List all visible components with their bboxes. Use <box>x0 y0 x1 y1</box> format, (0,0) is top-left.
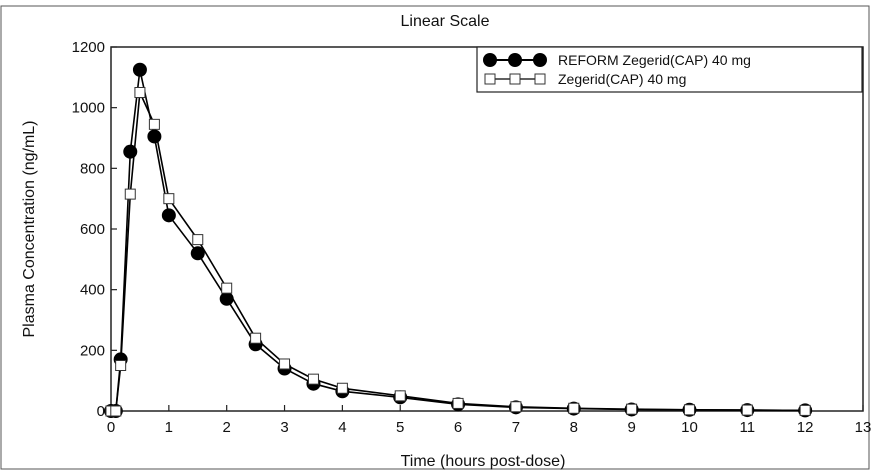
data-point <box>568 402 580 414</box>
data-point <box>452 397 464 409</box>
y-axis: 0 200 400 600 800 1000 1200 <box>72 39 117 420</box>
x-tick-label: 10 <box>681 419 698 436</box>
data-point <box>192 234 204 246</box>
x-tick-label: 2 <box>223 419 231 436</box>
data-point <box>307 373 319 385</box>
legend-marker <box>509 73 521 85</box>
data-point <box>163 193 175 205</box>
data-point <box>279 358 291 370</box>
data-point <box>394 390 406 402</box>
legend-marker <box>508 53 522 67</box>
x-tick-label: 11 <box>740 419 756 436</box>
x-tick-label: 9 <box>627 419 635 436</box>
x-tick-label: 3 <box>280 419 288 436</box>
data-point <box>741 404 753 416</box>
series-zegerid <box>105 87 811 417</box>
x-tick-label: 1 <box>165 419 173 436</box>
data-point <box>124 188 136 200</box>
x-tick-label: 4 <box>338 419 346 436</box>
legend-marker <box>533 53 547 67</box>
y-tick-label: 0 <box>97 403 105 420</box>
data-point <box>148 118 160 130</box>
data-point <box>219 291 234 306</box>
x-tick-label: 0 <box>107 419 115 436</box>
outer-frame <box>0 5 870 470</box>
x-tick-label: 6 <box>454 419 462 436</box>
y-tick-label: 1000 <box>72 100 105 117</box>
y-tick-label: 800 <box>80 160 105 177</box>
x-tick-label: 8 <box>570 419 578 436</box>
data-point <box>190 246 205 261</box>
x-tick-label: 5 <box>396 419 404 436</box>
y-tick-label: 200 <box>80 342 105 359</box>
data-point <box>115 360 127 371</box>
y-tick-label: 600 <box>80 221 105 238</box>
data-point <box>683 404 695 416</box>
data-point <box>221 282 233 294</box>
data-point <box>799 404 811 416</box>
x-axis-title: Time (hours post-dose) <box>401 453 566 470</box>
data-point <box>134 87 146 98</box>
data-point <box>110 405 122 417</box>
chart-title: Linear Scale <box>401 13 490 30</box>
data-point <box>510 401 522 413</box>
y-tick-label: 1200 <box>72 39 105 56</box>
legend-label-reform: REFORM Zegerid(CAP) 40 mg <box>558 52 751 68</box>
data-point <box>161 208 176 223</box>
data-point <box>132 62 147 77</box>
legend-marker <box>483 53 497 67</box>
series-layer <box>104 62 813 418</box>
x-tick-label: 7 <box>512 419 520 436</box>
data-point <box>147 129 162 144</box>
data-point <box>626 403 638 415</box>
x-tick-label: 12 <box>797 419 814 436</box>
legend: REFORM Zegerid(CAP) 40 mg Zegerid(CAP) 4… <box>476 46 863 93</box>
data-point <box>250 332 262 344</box>
data-point <box>336 382 348 394</box>
x-tick-label: 13 <box>855 419 871 436</box>
y-axis-title: Plasma Concentration (ng/mL) <box>21 121 38 338</box>
legend-marker <box>534 73 546 85</box>
legend-marker <box>484 73 496 85</box>
y-tick-label: 400 <box>80 282 105 299</box>
legend-label-zegerid: Zegerid(CAP) 40 mg <box>558 71 686 87</box>
legend-swatch-reform <box>483 53 547 67</box>
legend-swatch-zegerid <box>484 73 546 85</box>
x-axis: 0 1 2 3 4 5 6 7 8 9 10 11 12 13 <box>107 405 871 436</box>
